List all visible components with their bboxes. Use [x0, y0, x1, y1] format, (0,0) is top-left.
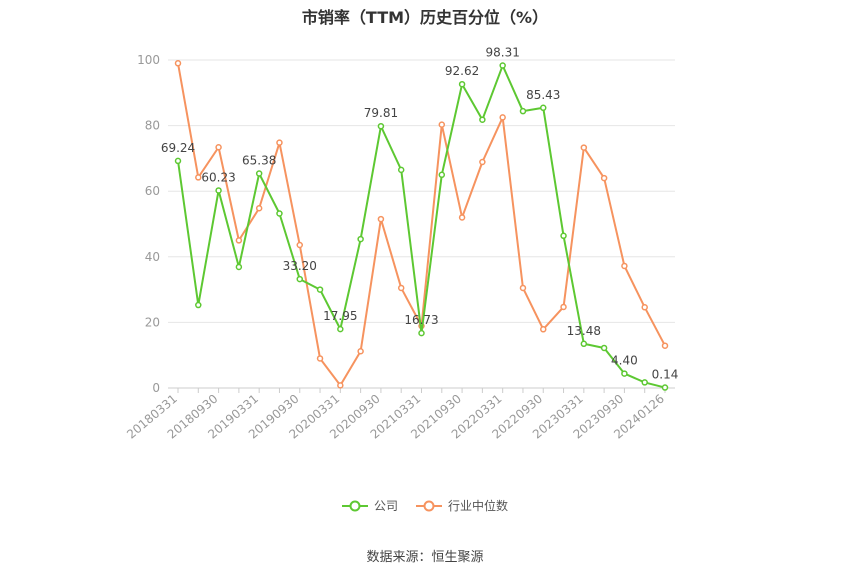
axes: 0204060801002018033120180930201903312019… — [124, 53, 675, 442]
legend-swatch-company — [341, 500, 368, 511]
data-point — [316, 286, 324, 293]
data-point — [479, 158, 486, 166]
y-tick-label: 0 — [152, 381, 160, 395]
data-point — [337, 325, 344, 333]
data-point — [519, 284, 527, 292]
data-point — [296, 241, 303, 249]
data-point — [580, 144, 588, 151]
data-point — [276, 210, 283, 217]
data-label: 60.23 — [201, 170, 235, 184]
data-point — [316, 355, 324, 362]
source-note: 数据来源：恒生聚源 — [366, 550, 484, 565]
data-point — [560, 303, 567, 311]
data-label: 4.40 — [611, 354, 638, 368]
data-point — [357, 235, 364, 243]
data-label: 85.43 — [526, 88, 560, 102]
chart-title: 市销率（TTM）历史百分位（%） — [301, 8, 549, 27]
data-point — [499, 114, 506, 121]
data-point — [296, 275, 303, 283]
data-point — [458, 80, 466, 88]
data-point — [540, 326, 547, 333]
legend-item-company[interactable]: 公司 — [341, 497, 398, 514]
data-label: 79.81 — [364, 106, 398, 120]
data-point — [540, 104, 547, 112]
data-point — [377, 215, 385, 223]
data-point — [357, 348, 364, 355]
data-point — [661, 384, 669, 391]
y-tick-label: 100 — [137, 53, 160, 67]
data-point — [600, 174, 608, 182]
data-labels: 69.24 60.23 65.38 33.20 17.95 79.81 16.73 92.62… — [161, 46, 679, 382]
data-point — [195, 301, 202, 309]
data-label: 65.38 — [242, 154, 276, 168]
data-point — [235, 237, 243, 244]
data-point — [397, 166, 405, 174]
data-point — [580, 340, 588, 348]
y-tick-label: 80 — [145, 119, 160, 133]
data-point — [519, 107, 527, 115]
series — [174, 60, 669, 391]
data-point — [641, 379, 648, 386]
y-tick-label: 60 — [145, 184, 160, 198]
data-label: 92.62 — [445, 64, 479, 78]
legend-label-industry: 行业中位数 — [448, 499, 509, 513]
legend-swatch-industry — [416, 500, 442, 511]
data-point — [438, 171, 446, 179]
legend: 公司 行业中位数 — [0, 497, 850, 514]
data-point — [337, 382, 344, 389]
data-point — [255, 170, 263, 177]
data-point — [397, 284, 405, 292]
data-point — [215, 187, 222, 194]
data-point — [641, 304, 648, 311]
data-point — [600, 344, 608, 352]
data-point — [458, 214, 466, 221]
y-tick-label: 20 — [145, 315, 160, 329]
data-label: 16.73 — [404, 313, 438, 327]
data-point — [621, 262, 628, 270]
data-point — [255, 205, 263, 212]
data-point — [215, 143, 222, 151]
data-point — [560, 232, 567, 240]
data-point — [479, 116, 486, 123]
data-point — [661, 342, 669, 349]
series-line-0 — [177, 64, 666, 389]
data-point — [195, 174, 202, 181]
data-point — [377, 122, 385, 130]
data-point — [621, 370, 628, 377]
legend-label-company: 公司 — [373, 499, 398, 513]
data-point — [174, 60, 182, 67]
legend-item-industry[interactable]: 行业中位数 — [416, 497, 508, 514]
data-point — [418, 329, 425, 337]
data-point — [174, 157, 182, 165]
data-label: 33.20 — [283, 259, 317, 273]
gridlines — [168, 59, 675, 323]
data-label: 69.24 — [161, 141, 195, 155]
data-label: 98.31 — [485, 46, 519, 60]
data-point — [235, 263, 243, 271]
data-label: 17.95 — [323, 309, 357, 323]
y-tick-label: 40 — [145, 250, 160, 264]
data-point — [276, 139, 283, 146]
data-label: 0.14 — [652, 368, 679, 382]
data-label: 13.48 — [567, 324, 601, 338]
data-point — [438, 121, 446, 128]
data-point — [499, 62, 506, 69]
